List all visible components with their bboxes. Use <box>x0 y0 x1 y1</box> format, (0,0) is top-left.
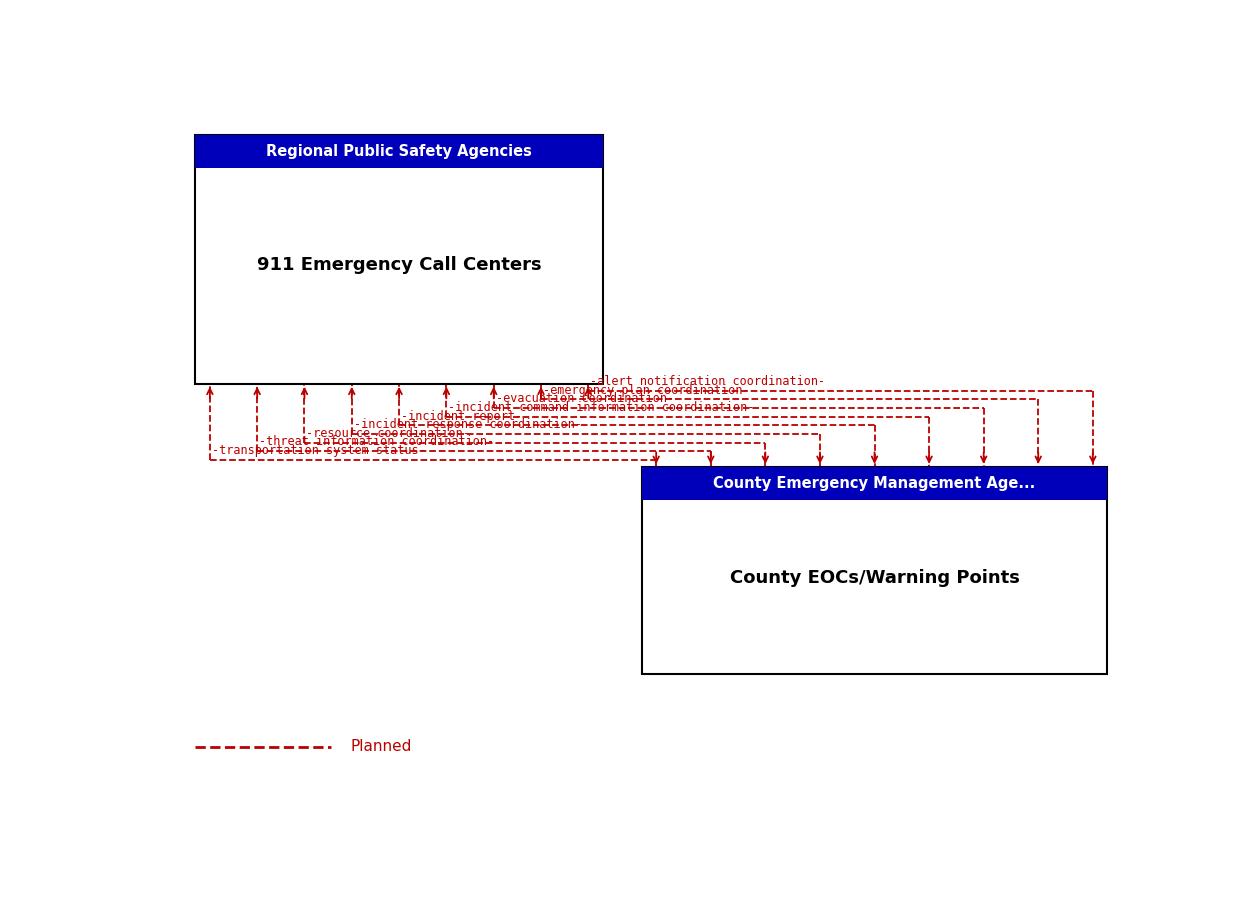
Text: County EOCs/Warning Points: County EOCs/Warning Points <box>730 570 1019 588</box>
Text: -incident report-: -incident report- <box>401 410 522 422</box>
Text: County Emergency Management Age...: County Emergency Management Age... <box>714 476 1035 491</box>
Text: Regional Public Safety Agencies: Regional Public Safety Agencies <box>267 144 532 160</box>
Text: -incident command information coordination-: -incident command information coordinati… <box>448 401 755 414</box>
Bar <box>195 135 602 384</box>
Text: -transportation system status-: -transportation system status- <box>212 444 426 457</box>
Text: Planned: Planned <box>351 739 412 754</box>
Text: 911 Emergency Call Centers: 911 Emergency Call Centers <box>257 257 541 274</box>
Bar <box>641 466 1107 500</box>
Bar <box>641 466 1107 674</box>
Bar <box>195 135 602 169</box>
Text: -incident response coordination-: -incident response coordination- <box>354 418 582 431</box>
Text: -alert notification coordination-: -alert notification coordination- <box>590 375 825 388</box>
Text: -emergency plan coordination-: -emergency plan coordination- <box>543 384 750 396</box>
Text: -resource coordination-: -resource coordination- <box>307 427 471 440</box>
Text: -threat information coordination-: -threat information coordination- <box>259 436 495 448</box>
Text: -evacuation coordination-: -evacuation coordination- <box>496 392 674 405</box>
